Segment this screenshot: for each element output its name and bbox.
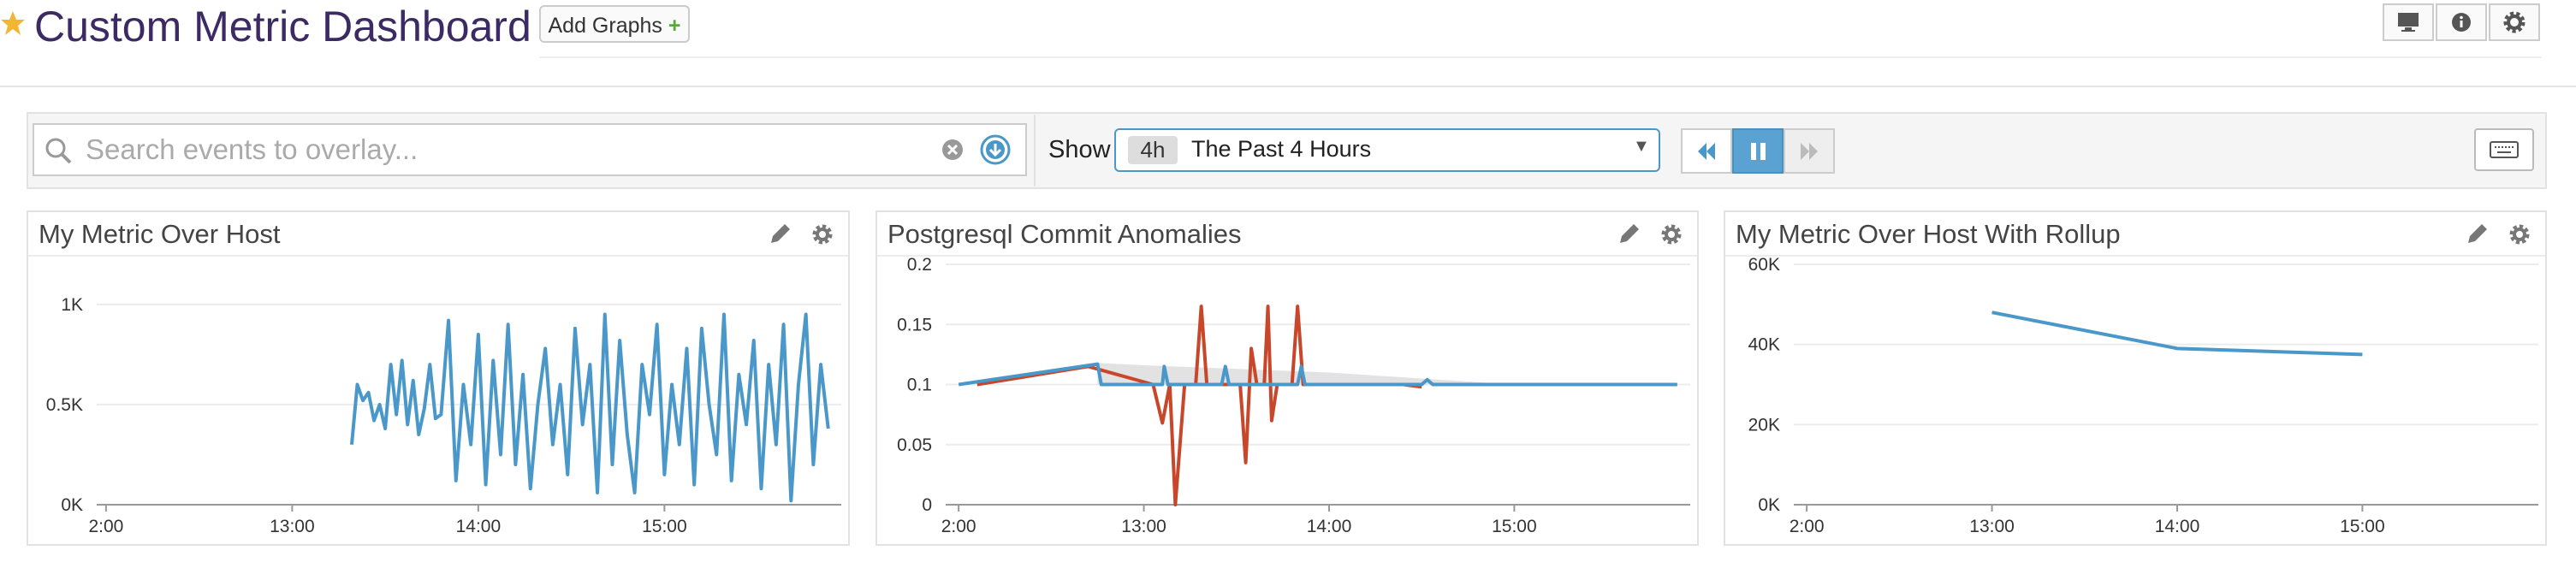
y-tick-label: 0K bbox=[1758, 495, 1780, 515]
x-tick-label: 13:00 bbox=[1969, 517, 2015, 536]
divider bbox=[0, 86, 2576, 87]
divider bbox=[1034, 115, 1036, 186]
x-tick-label: 15:00 bbox=[1492, 517, 1537, 536]
y-tick-label: 0 bbox=[922, 495, 932, 515]
dashboard-title: Custom Metric Dashboard bbox=[34, 3, 531, 50]
info-icon bbox=[2452, 13, 2471, 32]
y-tick-label: 0K bbox=[61, 495, 83, 515]
series-line bbox=[958, 362, 1677, 387]
anomaly-band bbox=[1097, 363, 1515, 385]
search-icon bbox=[45, 138, 72, 164]
x-tick-label: 15:00 bbox=[642, 517, 687, 536]
divider bbox=[877, 255, 1697, 257]
add-graphs-button[interactable]: Add Graphs + bbox=[539, 5, 690, 43]
series-line bbox=[976, 305, 1422, 506]
timeframe-label: The Past 4 Hours bbox=[1191, 136, 1372, 162]
widget-title: My Metric Over Host With Rollup bbox=[1736, 219, 2121, 249]
timeframe-dropdown[interactable] bbox=[1114, 128, 1660, 172]
widget-actions[interactable] bbox=[763, 219, 840, 250]
pause-button[interactable] bbox=[1732, 128, 1784, 174]
widget-actions[interactable] bbox=[1611, 219, 1689, 250]
plus-icon: + bbox=[668, 14, 681, 38]
widget-actions[interactable] bbox=[2460, 219, 2537, 250]
x-tick-label: 14:00 bbox=[1307, 517, 1352, 536]
y-tick-label: 0.5K bbox=[46, 395, 83, 415]
rewind-button[interactable] bbox=[1681, 128, 1732, 174]
forward-icon bbox=[1801, 143, 1818, 160]
x-tick-label: 13:00 bbox=[1121, 517, 1166, 536]
dropdown-caret: ▼ bbox=[1633, 137, 1650, 156]
divider bbox=[28, 255, 848, 257]
graph-widget: My Metric Over Host With Rollup 0K 20K 40K… bbox=[1724, 210, 2547, 546]
gear-icon bbox=[2503, 11, 2526, 33]
x-tick-label: 15:00 bbox=[2340, 517, 2385, 536]
widget-title: Postgresql Commit Anomalies bbox=[887, 219, 1242, 249]
monitor-icon bbox=[2398, 13, 2419, 32]
x-tick-label: 14:00 bbox=[456, 517, 502, 536]
y-tick-label: 0.15 bbox=[897, 315, 932, 334]
y-tick-label: 0.05 bbox=[897, 435, 932, 455]
show-label: Show bbox=[1048, 136, 1111, 163]
star-icon[interactable] bbox=[0, 10, 26, 36]
y-tick-label: 40K bbox=[1748, 335, 1780, 355]
x-tick-label: 2:00 bbox=[88, 517, 123, 536]
line-chart: 0 0.05 0.1 0.15 0.2 2:00 13:00 14:00 15:00 bbox=[897, 255, 1690, 536]
y-tick-label: 20K bbox=[1748, 415, 1780, 435]
line-chart: 0K 0.5K 1K 2:00 13:00 14:00 15:00 bbox=[46, 295, 841, 536]
y-tick-label: 0.1 bbox=[907, 376, 932, 395]
search-box[interactable] bbox=[33, 123, 1027, 176]
timeframe-badge: 4h bbox=[1128, 136, 1178, 164]
info-button[interactable] bbox=[2436, 3, 2487, 41]
forward-button[interactable] bbox=[1784, 128, 1835, 174]
pause-icon bbox=[1751, 143, 1766, 160]
series-line bbox=[1991, 311, 2363, 357]
widget-title: My Metric Over Host bbox=[39, 219, 281, 249]
line-chart: 0K 20K 40K 60K 2:00 13:00 14:00 15:00 bbox=[1748, 255, 2538, 536]
button-label: Add Graphs bbox=[548, 14, 662, 38]
x-tick-label: 13:00 bbox=[270, 517, 315, 536]
series-line bbox=[349, 312, 830, 503]
divider bbox=[1725, 255, 2545, 257]
rewind-icon bbox=[1698, 143, 1715, 160]
keyboard-icon bbox=[2490, 141, 2519, 158]
search-placeholder: Search events to overlay... bbox=[86, 133, 418, 165]
keyboard-button[interactable] bbox=[2474, 128, 2534, 171]
x-tick-label: 2:00 bbox=[1790, 517, 1825, 536]
y-tick-label: 0.2 bbox=[907, 255, 932, 275]
x-tick-label: 14:00 bbox=[2155, 517, 2200, 536]
divider bbox=[539, 56, 2542, 58]
overlay-icon[interactable] bbox=[979, 133, 1012, 166]
x-tick-label: 2:00 bbox=[941, 517, 976, 536]
y-tick-label: 60K bbox=[1748, 255, 1780, 275]
clear-icon[interactable] bbox=[940, 137, 965, 163]
graph-widget: Postgresql Commit Anomalies 0 0.05 0.1 0.15… bbox=[875, 210, 1699, 546]
tv-mode-button[interactable] bbox=[2383, 3, 2434, 41]
y-tick-label: 1K bbox=[61, 295, 83, 315]
graph-widget: My Metric Over Host 0K 0.5K 1K 2:00 13:00 14:… bbox=[27, 210, 850, 546]
settings-button[interactable] bbox=[2489, 3, 2540, 41]
